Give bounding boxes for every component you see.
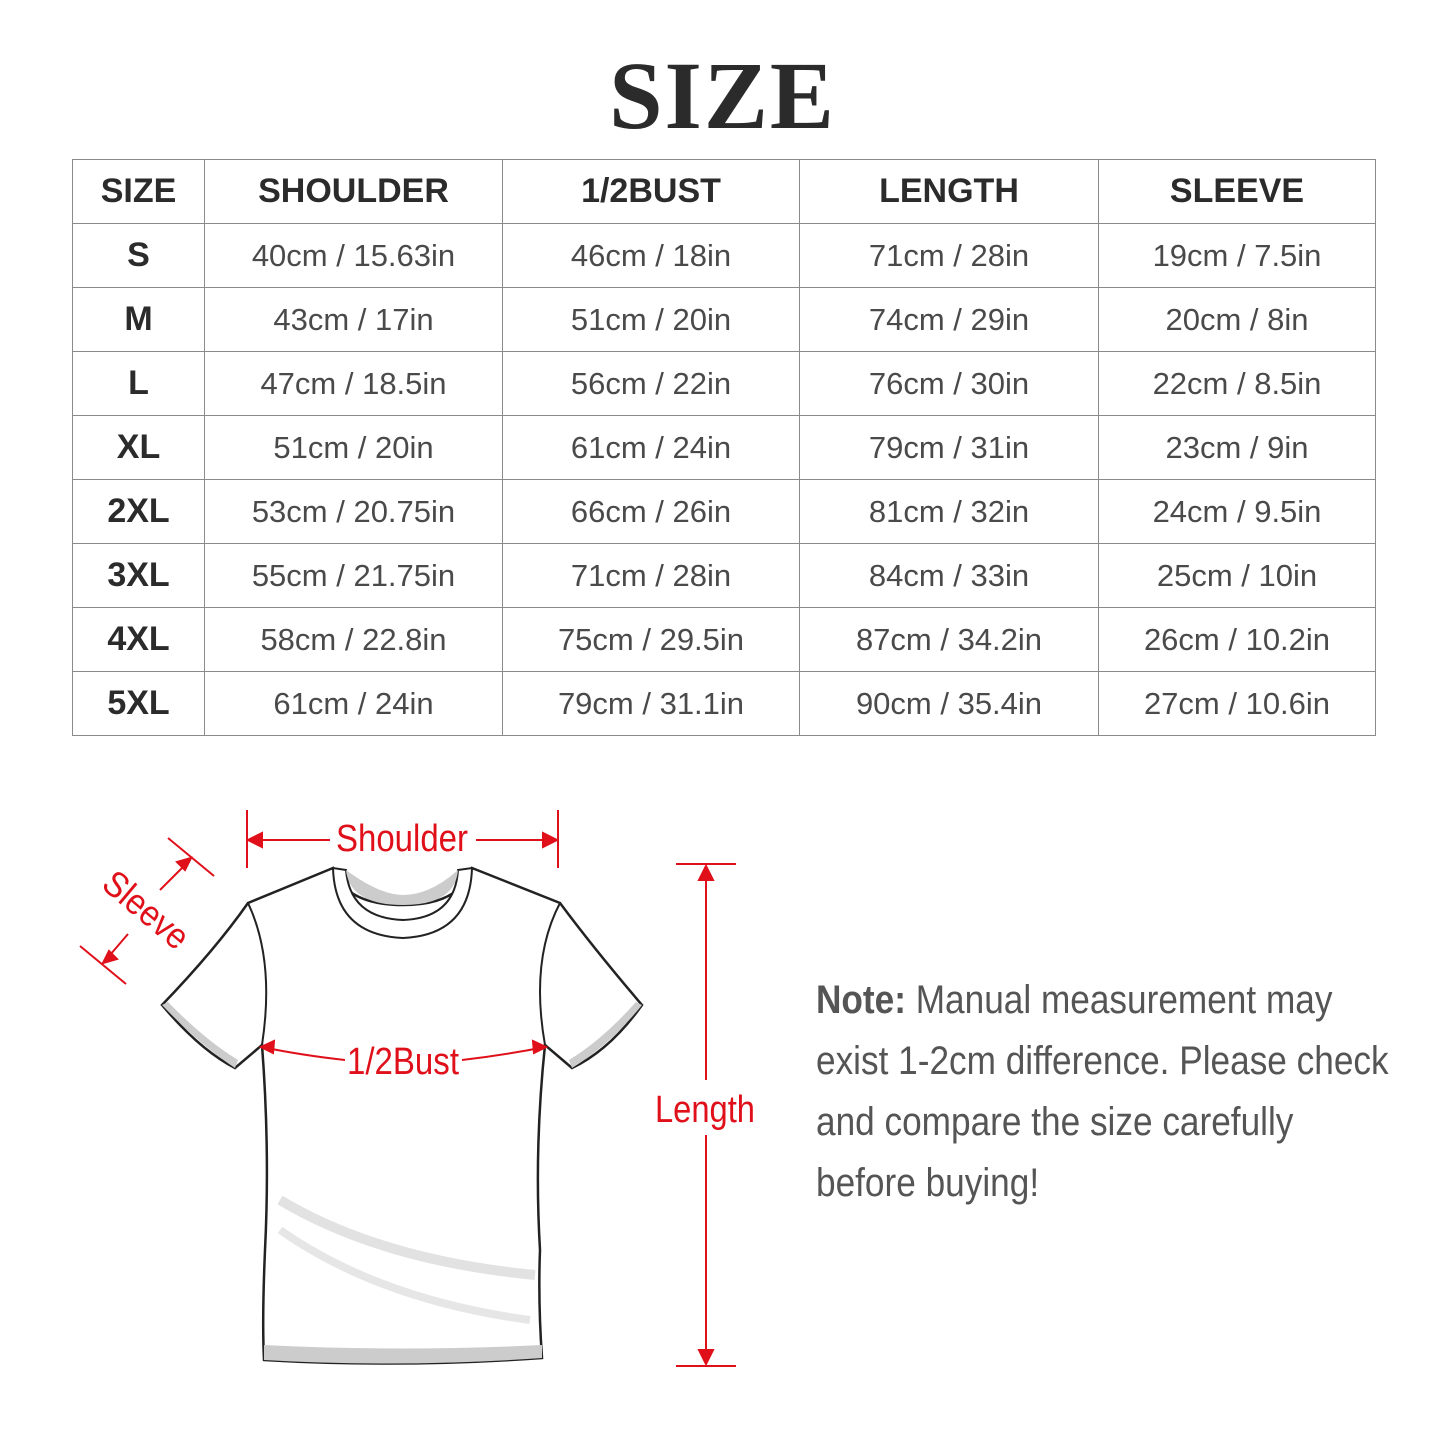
measurement-cell: 20cm / 8in: [1098, 287, 1376, 352]
note-label: Note:: [816, 978, 906, 1022]
measurement-cell: 58cm / 22.8in: [204, 607, 503, 672]
table-row: 3XL 55cm / 21.75in 71cm / 28in 84cm / 33in 2…: [72, 543, 1376, 608]
measurement-cell: 71cm / 28in: [502, 543, 800, 608]
measurement-cell: 23cm / 9in: [1098, 415, 1376, 480]
column-header: SLEEVE: [1098, 159, 1376, 224]
sleeve-label: Sleeve: [95, 862, 198, 958]
measurement-cell: 46cm / 18in: [502, 223, 800, 288]
measurement-cell: 43cm / 17in: [204, 287, 503, 352]
bust-label: 1/2Bust: [347, 1041, 459, 1083]
size-cell: XL: [72, 415, 205, 480]
column-header: SHOULDER: [204, 159, 503, 224]
measurement-cell: 40cm / 15.63in: [204, 223, 503, 288]
measurement-cell: 47cm / 18.5in: [204, 351, 503, 416]
measurement-cell: 51cm / 20in: [204, 415, 503, 480]
size-cell: L: [72, 351, 205, 416]
measurement-cell: 25cm / 10in: [1098, 543, 1376, 608]
table-row: 5XL 61cm / 24in 79cm / 31.1in 90cm / 35.4in…: [72, 671, 1376, 736]
measurement-cell: 79cm / 31.1in: [502, 671, 800, 736]
size-table: SIZE SHOULDER 1/2BUST LENGTH SLEEVE S 40cm / …: [72, 159, 1376, 736]
measurement-cell: 75cm / 29.5in: [502, 607, 800, 672]
measurement-cell: 56cm / 22in: [502, 351, 800, 416]
size-cell: 5XL: [72, 671, 205, 736]
tshirt-diagram: Shoulder 1/2Bust Length Sleeve: [79, 810, 755, 1367]
column-header: SIZE: [72, 159, 205, 224]
table-row: M 43cm / 17in 51cm / 20in 74cm / 29in 20cm /…: [72, 287, 1376, 352]
measurement-cell: 61cm / 24in: [502, 415, 800, 480]
size-cell: 4XL: [72, 607, 205, 672]
size-cell: 2XL: [72, 479, 205, 544]
measurement-cell: 27cm / 10.6in: [1098, 671, 1376, 736]
column-header: 1/2BUST: [502, 159, 800, 224]
measurement-cell: 55cm / 21.75in: [204, 543, 503, 608]
measurement-cell: 53cm / 20.75in: [204, 479, 503, 544]
measurement-cell: 90cm / 35.4in: [799, 671, 1099, 736]
note-text: Note: Manual measurement may exist 1-2cm…: [816, 970, 1397, 1214]
page-title: SIZE: [609, 42, 836, 149]
table-row: XL 51cm / 20in 61cm / 24in 79cm / 31in 23cm …: [72, 415, 1376, 480]
size-cell: M: [72, 287, 205, 352]
table-header-row: SIZE SHOULDER 1/2BUST LENGTH SLEEVE: [72, 159, 1376, 224]
note-body: Manual measurement may exist 1-2cm diffe…: [816, 978, 1389, 1205]
measurement-cell: 26cm / 10.2in: [1098, 607, 1376, 672]
measurement-cell: 22cm / 8.5in: [1098, 351, 1376, 416]
shoulder-label: Shoulder: [336, 818, 468, 860]
measurement-cell: 19cm / 7.5in: [1098, 223, 1376, 288]
table-row: 2XL 53cm / 20.75in 66cm / 26in 81cm / 32in 2…: [72, 479, 1376, 544]
measurement-cell: 66cm / 26in: [502, 479, 800, 544]
measurement-cell: 24cm / 9.5in: [1098, 479, 1376, 544]
column-header: LENGTH: [799, 159, 1099, 224]
measurement-cell: 76cm / 30in: [799, 351, 1099, 416]
table-row: 4XL 58cm / 22.8in 75cm / 29.5in 87cm / 34.2…: [72, 607, 1376, 672]
measurement-cell: 74cm / 29in: [799, 287, 1099, 352]
measurement-cell: 81cm / 32in: [799, 479, 1099, 544]
tshirt-outline: [160, 866, 644, 1365]
size-cell: 3XL: [72, 543, 205, 608]
measurement-cell: 51cm / 20in: [502, 287, 800, 352]
table-row: S 40cm / 15.63in 46cm / 18in 71cm / 28in 19c…: [72, 223, 1376, 288]
size-cell: S: [72, 223, 205, 288]
measurement-cell: 84cm / 33in: [799, 543, 1099, 608]
collar: [331, 866, 474, 940]
measurement-cell: 71cm / 28in: [799, 223, 1099, 288]
measurement-cell: 61cm / 24in: [204, 671, 503, 736]
measurement-cell: 87cm / 34.2in: [799, 607, 1099, 672]
length-label: Length: [655, 1089, 755, 1131]
measurement-cell: 79cm / 31in: [799, 415, 1099, 480]
table-row: L 47cm / 18.5in 56cm / 22in 76cm / 30in 22cm…: [72, 351, 1376, 416]
